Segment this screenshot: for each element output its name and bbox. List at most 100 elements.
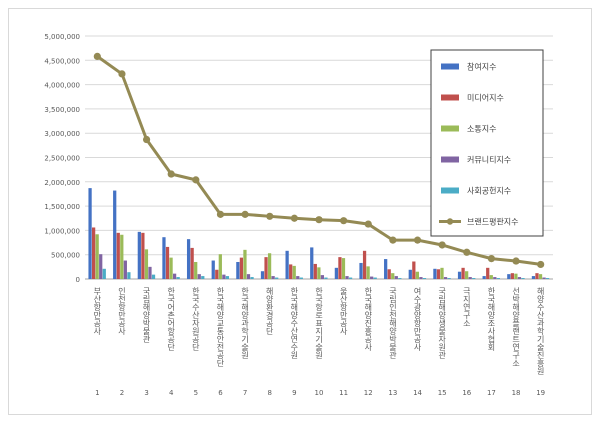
bar: [186, 239, 191, 279]
line-point: [463, 248, 471, 256]
bar: [489, 275, 493, 279]
x-category-number: 17: [487, 389, 496, 397]
x-category-label: 국립해양박물관: [142, 287, 151, 343]
bar: [486, 267, 490, 279]
bar: [120, 234, 124, 279]
line-point: [118, 70, 126, 78]
bar: [436, 269, 441, 279]
legend-label: 미디어지수: [467, 93, 504, 103]
bar: [324, 277, 328, 279]
bar: [215, 269, 219, 279]
x-category-label: 한국해양조사협회: [487, 287, 496, 352]
bar: [267, 253, 272, 279]
x-category-number: 16: [462, 389, 471, 397]
bar: [514, 273, 518, 279]
x-category-label: 국립해양생물자원관: [437, 287, 446, 359]
bar: [246, 274, 251, 279]
x-category-number: 19: [536, 389, 545, 397]
bar: [102, 268, 106, 279]
line-point: [167, 170, 175, 178]
bar: [398, 278, 402, 279]
bar: [433, 268, 437, 279]
bar: [144, 249, 149, 279]
bar: [538, 274, 543, 279]
bar: [222, 274, 226, 279]
bar: [165, 246, 170, 279]
bar: [387, 269, 391, 279]
legend-label: 사회공헌지수: [467, 187, 511, 196]
x-category-number: 1: [95, 389, 99, 397]
legend-swatch: [441, 187, 459, 194]
legend-swatch: [441, 156, 459, 163]
legend-swatch: [441, 94, 459, 101]
legend-label: 커뮤니티지수: [467, 155, 511, 165]
y-tick-label: 2,000,000: [44, 179, 80, 187]
x-category-number: 15: [438, 389, 447, 397]
bar: [225, 276, 230, 279]
x-category-number: 6: [218, 389, 223, 397]
bar: [141, 232, 145, 279]
x-category-label: 해양수산과학기술진흥원: [536, 286, 545, 375]
bar: [415, 271, 419, 279]
line-point: [192, 176, 200, 184]
line-point: [216, 210, 225, 218]
bar: [394, 276, 398, 279]
legend-label: 참여지수: [467, 62, 496, 72]
line-point: [315, 216, 323, 224]
chart-frame: 0 500,000 1,000,000 1,500,000 2,000,000 2,500…: [8, 8, 592, 415]
line-point: [93, 52, 101, 61]
x-category-number: 4: [169, 389, 174, 397]
bar: [137, 231, 141, 279]
bar: [271, 276, 275, 279]
bar: [88, 188, 92, 279]
bar: [197, 274, 201, 279]
bar: [507, 274, 511, 279]
bar: [218, 254, 222, 279]
x-category-label: 국립인천해양박물관: [388, 287, 397, 359]
x-category-label: 극지연구소: [462, 287, 471, 327]
legend-swatch-marker: [446, 218, 454, 225]
bar: [531, 276, 536, 279]
x-category-label: 한국해양진흥공사: [363, 287, 372, 352]
bar: [275, 277, 279, 279]
bar: [95, 234, 99, 279]
bar: [123, 260, 127, 279]
line-point: [340, 217, 348, 225]
bar: [313, 263, 317, 279]
bar: [285, 250, 289, 279]
bar: [345, 276, 349, 279]
bar: [148, 266, 152, 279]
x-category-label: 울산항만공사: [339, 287, 348, 336]
bar: [260, 271, 265, 279]
x-category-label: 한국수산자원공단: [191, 287, 200, 351]
x-category-label: 한국해양수산연수원: [290, 287, 299, 359]
legend-box: [430, 49, 544, 237]
line-point: [438, 241, 446, 249]
bar: [116, 232, 120, 279]
bar: [176, 277, 180, 279]
bar: [447, 278, 451, 279]
bar: [408, 269, 412, 279]
bar: [546, 278, 550, 279]
line-point: [537, 260, 545, 269]
x-category-number: 3: [144, 389, 148, 397]
bar: [162, 237, 166, 279]
x-category-label: 선박해양플랜트연구소: [511, 287, 520, 367]
x-category-number: 2: [120, 389, 124, 397]
x-category-label: 여수광양항만공사: [413, 286, 422, 352]
y-tick-label: 1,500,000: [44, 203, 80, 211]
x-category-label: 한국해양과학기술원: [240, 287, 249, 359]
bar: [334, 267, 339, 279]
bar: [496, 278, 500, 279]
bar: [211, 260, 215, 279]
x-category-number: 7: [243, 389, 247, 397]
bar: [194, 261, 198, 279]
bar: [190, 247, 194, 279]
bar: [366, 266, 370, 279]
bar: [264, 257, 268, 279]
bar: [338, 257, 342, 279]
bar: [151, 274, 156, 279]
bar: [317, 267, 321, 279]
bar: [296, 276, 300, 279]
bar: [362, 250, 367, 279]
